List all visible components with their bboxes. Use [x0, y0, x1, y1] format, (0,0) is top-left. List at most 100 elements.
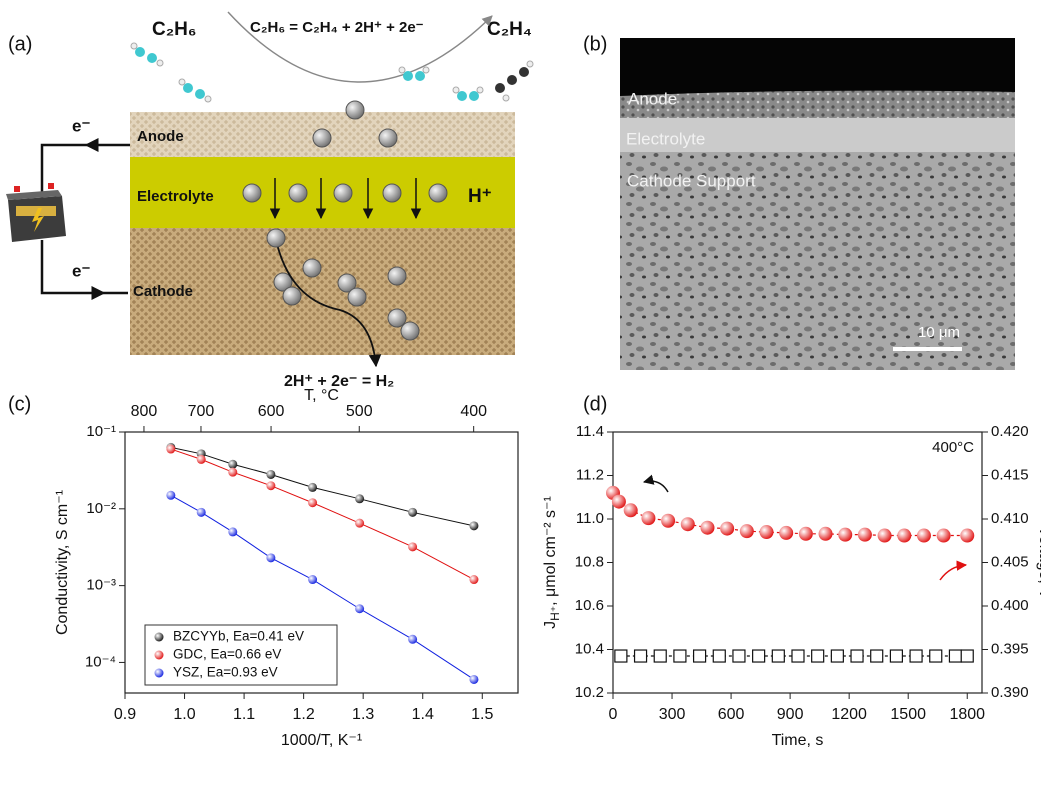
marker: [308, 482, 318, 492]
y2-axis-label: Voltage, V: [1036, 526, 1041, 599]
marker: [759, 525, 774, 540]
y2-tick-label: 0.415: [991, 466, 1029, 483]
layer-label: Cathode: [133, 283, 193, 300]
marker: [732, 649, 746, 663]
marker: [909, 649, 923, 663]
axis-pointer: [642, 474, 669, 493]
marker: [469, 674, 479, 684]
legend-label: BZCYYb, Ea=0.41 eV: [173, 629, 304, 644]
x-tick-label: 0: [609, 706, 618, 723]
scale-bar-label: 10 μm: [918, 324, 960, 341]
legend-marker: [154, 650, 164, 660]
marker: [196, 454, 206, 464]
marker: [712, 649, 726, 663]
series-line: [170, 448, 475, 580]
cathode-reaction: 2H⁺ + 2e⁻ = H₂: [284, 373, 394, 390]
legend-label: GDC, Ea=0.66 eV: [173, 647, 281, 662]
x-tick-label: 1200: [831, 706, 867, 723]
reaction-arc: [227, 11, 493, 83]
plot-frame: [124, 431, 519, 694]
y-tick-label: 11.4: [576, 423, 604, 440]
y2-tick-label: 0.420: [991, 423, 1029, 440]
x-tick-label: 1.5: [471, 706, 493, 723]
y-axis-label: Conductivity, S cm⁻¹: [54, 490, 71, 635]
x-axis-label: Time, s: [772, 732, 824, 749]
marker: [838, 527, 853, 542]
marker: [355, 518, 365, 528]
x-tick-label: 300: [659, 706, 686, 723]
y2-tick-label: 0.400: [991, 597, 1029, 614]
x2-tick-label: 600: [258, 403, 285, 420]
marker: [720, 521, 735, 536]
y-tick-label: 10.4: [575, 640, 604, 657]
electron-label: e⁻: [72, 116, 90, 135]
marker: [818, 526, 833, 541]
reaction: C₂H₆ = C₂H₄ + 2H⁺ + 2e⁻: [250, 19, 424, 36]
ion-arrows: [269, 178, 422, 220]
marker: [355, 604, 365, 614]
marker: [673, 649, 687, 663]
molecules: [130, 42, 534, 103]
marker: [936, 528, 951, 543]
y-tick-label: 10⁻⁴: [85, 653, 116, 670]
battery: [6, 183, 66, 242]
marker: [228, 459, 238, 469]
y-axis-label-part: H⁺: [548, 606, 562, 621]
y-tick-label: 10⁻²: [86, 500, 116, 517]
marker: [791, 649, 805, 663]
y2-tick-label: 0.410: [991, 510, 1029, 527]
x2-tick-label: 700: [188, 403, 215, 420]
marker: [469, 575, 479, 585]
axis-pointer: [939, 560, 968, 581]
marker: [408, 542, 418, 552]
x2-tick-label: 500: [346, 403, 373, 420]
marker: [623, 503, 638, 518]
y2-tick-label: 0.395: [991, 640, 1029, 657]
wire: [40, 143, 130, 198]
marker: [166, 490, 176, 500]
marker: [614, 649, 628, 663]
x2-tick-label: 800: [131, 403, 158, 420]
y-tick-label: 11.2: [576, 466, 604, 483]
y-tick-label: 11.0: [576, 510, 604, 527]
legend-marker: [154, 632, 164, 642]
marker: [641, 511, 656, 526]
panel-label: (d): [583, 393, 607, 415]
y-tick-label: 10.2: [575, 684, 604, 701]
marker: [166, 444, 176, 454]
y-axis-label: JH⁺, μmol cm⁻² s⁻¹: [542, 496, 562, 629]
marker: [661, 513, 676, 528]
region-label: Cathode Support: [627, 171, 756, 190]
ion-path: [275, 239, 382, 368]
marker: [355, 494, 365, 504]
annotation: 400°C: [932, 439, 974, 456]
marker: [960, 528, 975, 543]
marker: [266, 469, 276, 479]
layer-label: Electrolyte: [137, 188, 214, 205]
marker: [857, 527, 872, 542]
region-label: Anode: [628, 89, 677, 108]
marker: [870, 649, 884, 663]
marker: [798, 526, 813, 541]
panel-a: (a) C₂H₆ C₂H₆ = C₂H₄ + 2H⁺ + 2e⁻ C₂H₄ An…: [6, 11, 534, 390]
series-line: [170, 494, 475, 680]
x2-tick-label: 400: [460, 403, 487, 420]
marker: [308, 498, 318, 508]
series-line: [170, 446, 475, 527]
x-tick-label: 1.1: [233, 706, 255, 723]
y2-tick-label: 0.405: [991, 553, 1029, 570]
marker: [948, 649, 963, 663]
marker: [739, 524, 754, 539]
panel-label: (a): [8, 33, 32, 55]
x2-axis-label: T, °C: [304, 387, 339, 404]
cathode-layer: [130, 228, 515, 355]
marker: [469, 521, 479, 531]
marker: [611, 494, 626, 509]
x-axis-label: 1000/T, K⁻¹: [281, 732, 362, 749]
marker: [960, 649, 974, 663]
ion-label: H⁺: [468, 186, 492, 207]
y-tick-label: 10⁻¹: [86, 423, 116, 440]
marker: [308, 575, 318, 585]
legend-box: [144, 624, 338, 686]
